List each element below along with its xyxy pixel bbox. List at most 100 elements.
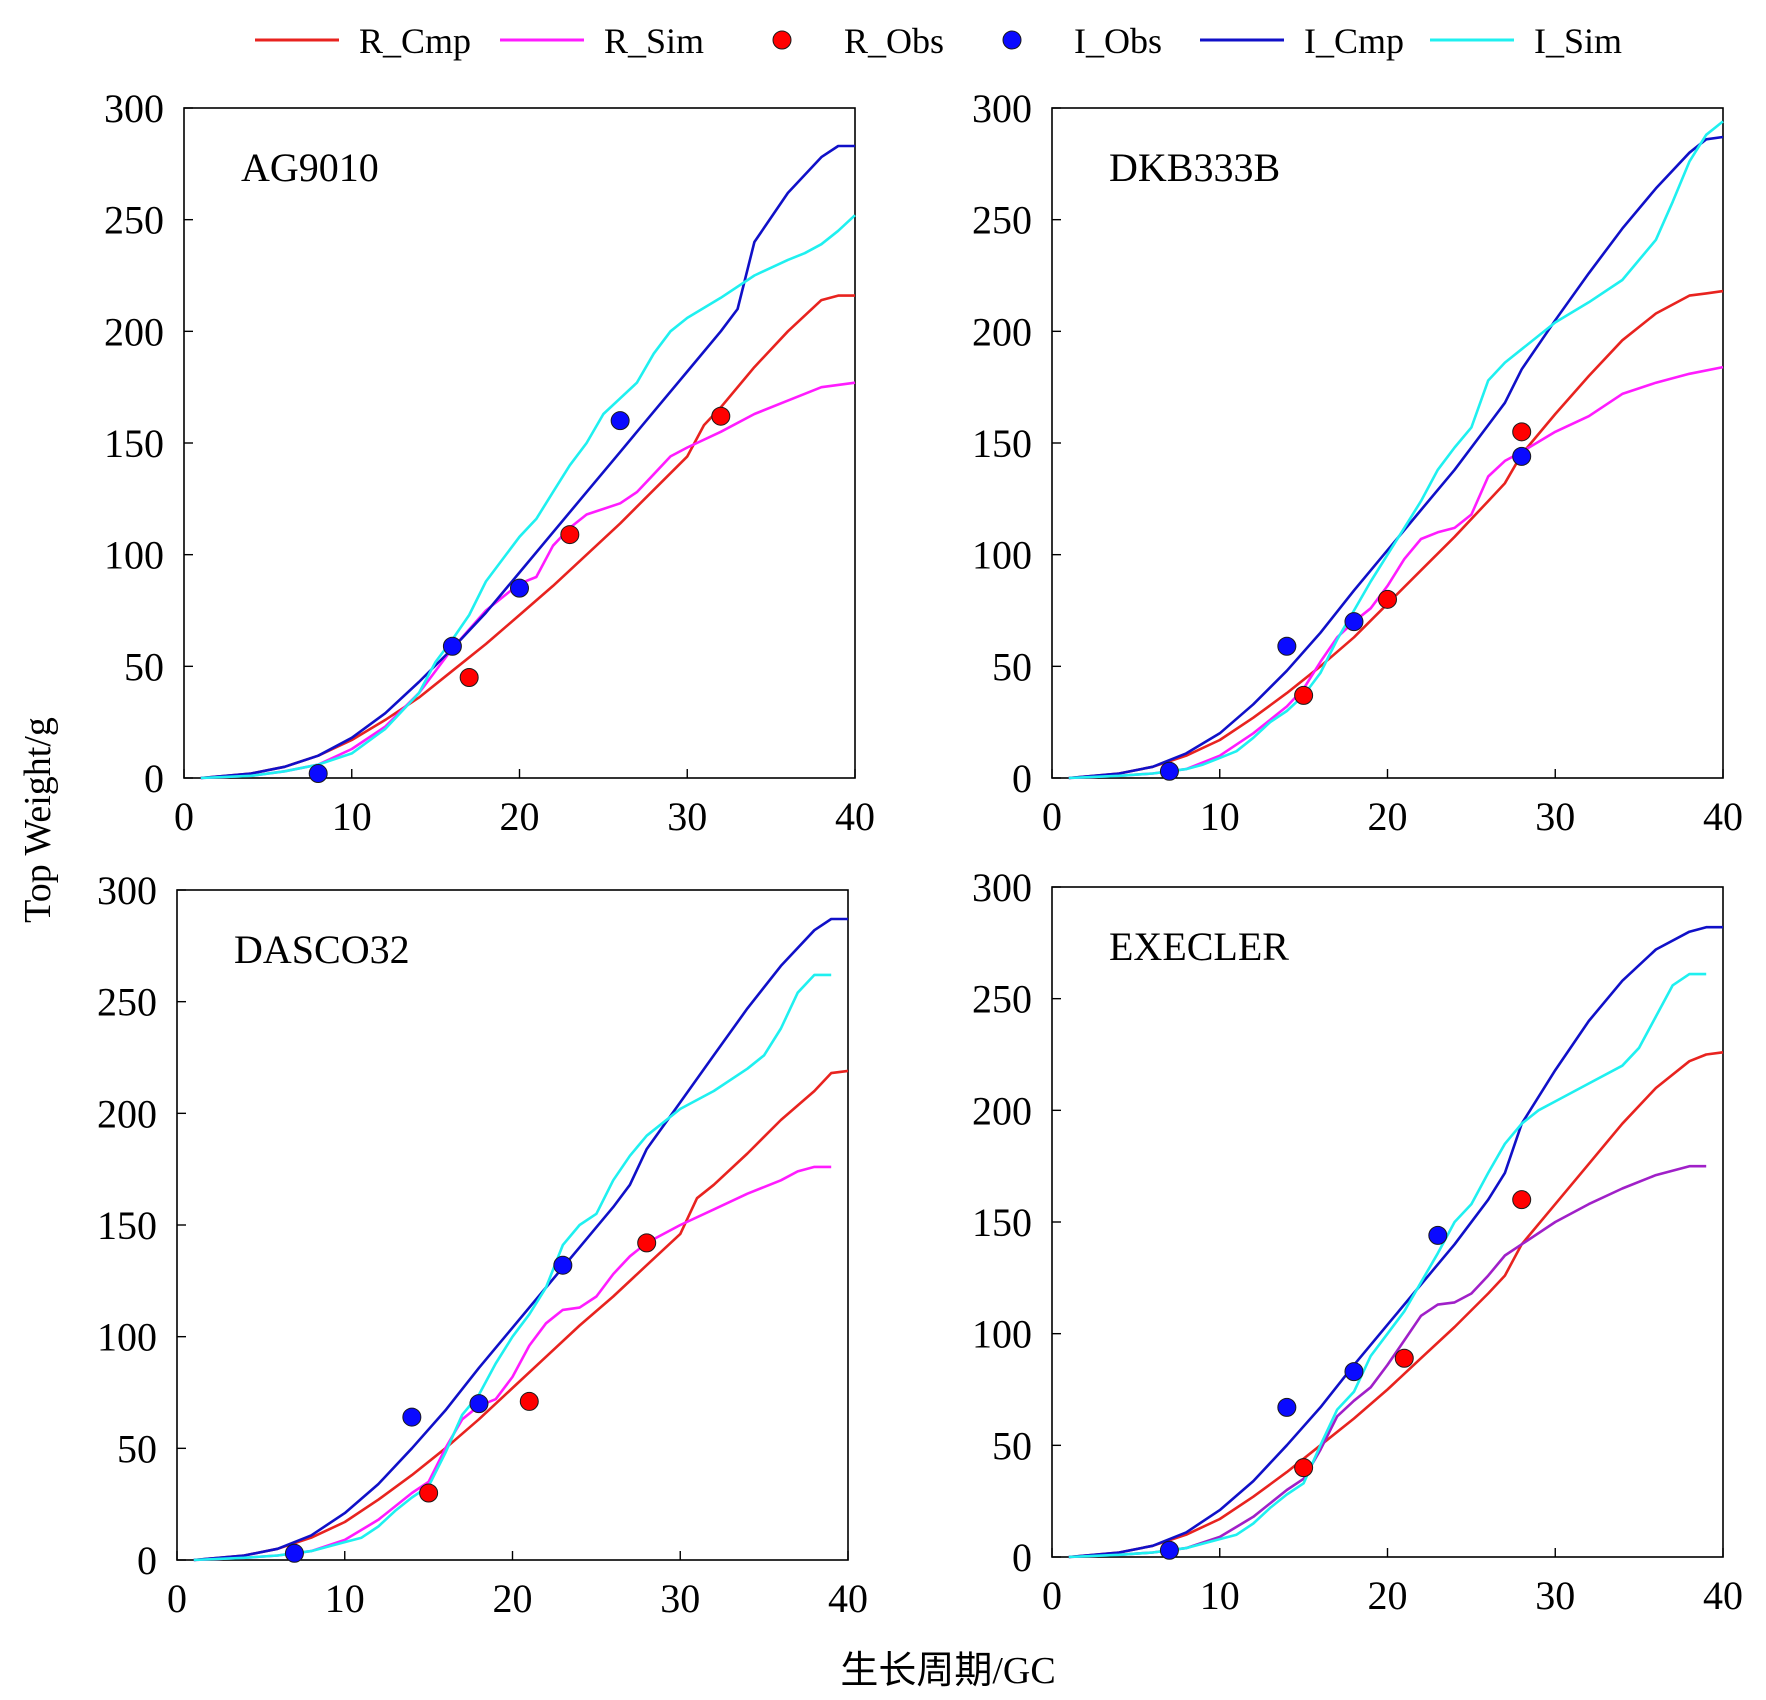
data-point-i-obs [1428,1225,1448,1245]
y-tick-label: 0 [1012,756,1032,801]
data-point-r-obs [637,1233,657,1253]
plot-frame [1051,107,1724,779]
y-tick-label: 100 [972,533,1032,578]
series-line-i-sim [200,214,856,780]
y-tick-label: 0 [144,756,164,801]
y-tick-label: 50 [124,644,164,689]
data-point-r-obs [419,1483,439,1503]
data-point-r-obs [1512,1190,1532,1210]
x-tick-label: 40 [1703,1573,1743,1618]
data-point-i-obs [510,578,529,598]
x-tick-label: 10 [1200,1573,1240,1618]
plot-frame [183,107,856,779]
x-tick-label: 20 [500,794,540,839]
data-point-i-obs [469,1394,489,1414]
x-tick-label: 0 [1042,1573,1062,1618]
y-tick-label: 0 [137,1538,157,1583]
legend-item-i-cmp: I_Cmp [1200,21,1404,61]
x-tick-label: 0 [174,794,194,839]
x-tick-label: 30 [1535,794,1575,839]
panel-execler: 0 10 20 30 40 0 50 100 150 200 250 300 EXECLER [972,865,1743,1618]
y-tick-label: 200 [972,1088,1032,1133]
x-tick-label: 40 [1703,794,1743,839]
x-tick-label: 30 [660,1576,700,1621]
y-tick-label: 100 [972,1312,1032,1357]
y-tick-label: 100 [97,1315,157,1360]
y-tick-label: 50 [992,644,1032,689]
data-point-i-obs [1512,446,1532,466]
panel-title: EXECLER [1109,924,1289,969]
data-point-r-obs [1394,1348,1414,1368]
series-line-i-cmp [1068,925,1723,1559]
x-tick-label: 0 [1042,794,1062,839]
panel-ag9010: 0 10 20 30 40 0 50 100 150 200 250 300 AG9010 [104,86,875,839]
series-line-r-cmp [193,1069,849,1562]
data-point-i-obs [284,1543,304,1563]
y-tick-label: 200 [972,309,1032,354]
series-line-i-sim [1068,972,1707,1559]
data-point-i-obs [1344,612,1364,632]
panel-title: DKB333B [1109,145,1280,190]
data-point-r-obs [1294,685,1314,705]
legend-label: I_Cmp [1304,21,1404,61]
data-point-r-obs [459,668,479,687]
legend-item-r-cmp: R_Cmp [255,21,471,61]
data-point-r-obs [519,1391,539,1411]
legend-item-r-obs: R_Obs [772,21,944,61]
y-tick-label: 300 [104,86,164,131]
x-tick-label: 40 [835,794,875,839]
x-tick-label: 30 [1535,1573,1575,1618]
data-point-i-obs [610,411,630,431]
y-tick-label: 300 [972,86,1032,131]
y-tick-label: 50 [117,1426,157,1471]
data-point-i-obs [1159,761,1179,781]
data-point-r-obs [560,525,580,545]
series-line-r-sim [1068,365,1724,780]
y-tick-label: 250 [972,198,1032,243]
y-tick-label: 250 [97,980,157,1025]
legend-label: R_Obs [844,21,944,61]
data-point-i-obs [308,764,328,784]
legend-label: R_Sim [604,21,704,61]
panel-dkb333b: 0 10 20 30 40 0 50 100 150 200 250 300 DKB333B [972,86,1743,839]
x-axis-label: 生长周期/GC [840,1650,1055,1692]
data-point-i-obs [1277,1397,1297,1417]
data-point-i-obs [442,636,462,656]
panel-dasco32: 0 10 20 30 40 0 50 100 150 200 250 300 DASCO32 [97,868,868,1621]
series-line-r-sim [193,1165,832,1562]
data-point-r-obs [1512,422,1532,442]
y-tick-label: 200 [97,1091,157,1136]
y-tick-label: 250 [104,198,164,243]
legend-label: R_Cmp [359,21,471,61]
data-point-i-obs [1159,1540,1179,1560]
panel-title: DASCO32 [234,927,410,972]
panel-title: AG9010 [241,145,379,190]
y-tick-label: 100 [104,533,164,578]
legend-label: I_Obs [1074,21,1162,61]
legend-label: I_Sim [1534,21,1622,61]
data-point-i-obs [553,1255,573,1275]
legend-swatch-marker [1002,30,1022,50]
x-tick-label: 10 [325,1576,365,1621]
plot-frame [176,889,849,1561]
series-line-i-sim [193,973,832,1562]
data-point-i-obs [402,1407,422,1427]
legend-item-r-sim: R_Sim [500,21,704,61]
y-tick-label: 300 [97,868,157,913]
data-point-r-obs [711,406,731,426]
data-point-i-obs [1344,1362,1364,1382]
x-tick-label: 20 [1368,1573,1408,1618]
series-line-i-sim [1068,120,1724,780]
legend-swatch-marker [772,30,792,50]
y-tick-label: 150 [104,421,164,466]
series-line-r-cmp [1068,289,1724,780]
series-line-r-cmp [200,294,855,780]
data-point-r-obs [1294,1458,1314,1478]
y-axis-label: Top Weight/g [17,717,59,923]
y-tick-label: 300 [972,865,1032,910]
x-tick-label: 10 [1200,794,1240,839]
x-tick-label: 10 [332,794,372,839]
series-line-r-sim [200,381,856,780]
